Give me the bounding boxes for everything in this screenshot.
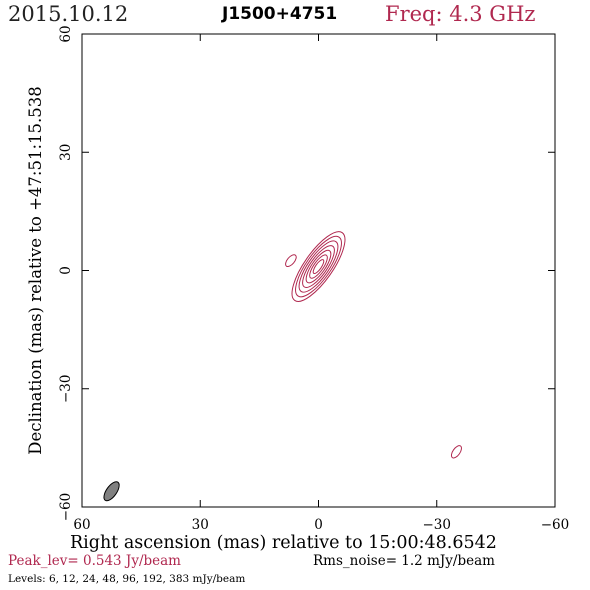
contour-knot-sw-level-1 xyxy=(450,445,462,459)
contour-core-level-6 xyxy=(309,254,328,279)
x-tick-label: −60 xyxy=(541,517,570,533)
contour-core-level-2 xyxy=(295,235,342,298)
contour-core-level-1 xyxy=(291,231,346,302)
x-tick-label: 60 xyxy=(73,517,90,533)
contour-core-level-4 xyxy=(302,245,335,288)
contour-core-level-5 xyxy=(305,249,332,284)
contour-levels: Levels: 6, 12, 24, 48, 96, 192, 383 mJy/… xyxy=(8,573,246,585)
x-tick-label: −30 xyxy=(423,517,452,533)
x-tick-label: 30 xyxy=(192,517,209,533)
y-tick-label: −30 xyxy=(58,375,74,404)
y-tick-label: 30 xyxy=(58,144,74,161)
observation-date: 2015.10.12 xyxy=(8,2,129,26)
y-tick-label: 0 xyxy=(58,266,74,275)
y-axis-label: Declination (mas) relative to +47:51:15.… xyxy=(26,86,45,455)
x-axis-label: Right ascension (mas) relative to 15:00:… xyxy=(70,533,497,553)
y-tick-label: 60 xyxy=(58,25,74,42)
contour-group xyxy=(285,231,462,459)
x-tick-label: 0 xyxy=(314,517,323,533)
beam-group xyxy=(103,481,120,502)
peak-level: Peak_lev= 0.543 Jy/beam xyxy=(8,553,181,569)
frequency-label: Freq: 4.3 GHz xyxy=(385,2,536,26)
beam-ellipse xyxy=(103,481,120,502)
contour-core-level-7 xyxy=(312,259,325,275)
contour-core-level-3 xyxy=(298,240,339,293)
contour-knot-ne-level-1 xyxy=(285,254,297,268)
source-name: J1500+4751 xyxy=(222,4,338,24)
rms-noise: Rms_noise= 1.2 mJy/beam xyxy=(313,553,495,569)
y-tick-label: −60 xyxy=(58,493,74,522)
